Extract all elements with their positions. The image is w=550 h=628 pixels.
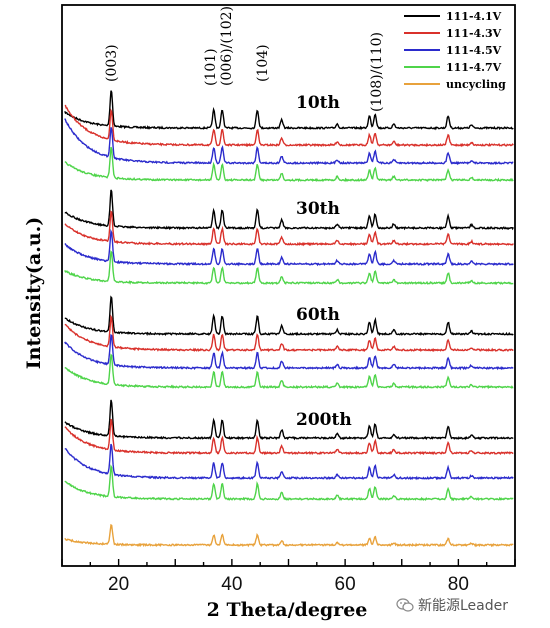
trace-10th-111-4.5V [64,118,514,166]
peak-label: (104) [255,44,271,82]
trace-200th-111-4.1V [64,399,514,441]
peak-label: (003) [104,44,120,82]
peak-label: (101) [203,48,219,86]
trace-30th-111-4.1V [64,189,514,231]
trace-200th-111-4.5V [64,443,514,481]
trace-60th-111-4.7V [64,353,514,390]
x-tick-label: 80 [448,574,469,595]
trace-10th-111-4.3V [64,104,514,148]
traces-layer [64,90,514,548]
trace-200th-111-4.3V [64,418,514,456]
peak-label: (006)/(102) [219,6,235,86]
trace-30th-111-4.3V [64,210,514,247]
legend: 111-4.1V 111-4.3V 111-4.5V 111-4.7V uncyclin… [404,10,506,91]
trace-30th-111-4.5V [64,228,514,267]
legend-entry: uncycling [446,78,506,91]
x-tick-label: 20 [108,574,129,595]
peak-labels: (003) (101) (006)/(102) (104) (108)/(110) [104,6,385,112]
x-tick-label: 60 [335,574,356,595]
group-label: 30th [296,199,340,219]
peak-label: (108)/(110) [369,32,385,112]
trace-10th-111-4.7V [64,146,514,183]
legend-entry: 111-4.3V [446,27,502,40]
watermark: 新能源Leader [396,594,508,616]
trace-uncycling [64,523,514,548]
legend-entry: 111-4.5V [446,44,502,57]
legend-entry: 111-4.7V [446,61,502,74]
x-axis: 20 40 60 80 [61,559,516,595]
trace-60th-111-4.3V [64,314,514,353]
group-label: 10th [296,93,340,113]
trace-30th-111-4.7V [64,250,514,286]
group-label: 60th [296,305,340,325]
group-labels: 10th 30th 60th 200th [296,93,352,430]
legend-entry: 111-4.1V [446,10,502,23]
trace-200th-111-4.7V [64,464,514,502]
trace-60th-111-4.1V [64,295,514,337]
wechat-icon [396,598,414,612]
trace-10th-111-4.1V [64,90,514,131]
y-axis-title: Intensity(a.u.) [23,217,45,369]
group-label: 200th [296,410,352,430]
trace-60th-111-4.5V [64,333,514,371]
x-tick-label: 40 [221,574,242,595]
x-axis-title: 2 Theta/degree [207,599,368,621]
watermark-text: 新能源Leader [418,598,509,614]
